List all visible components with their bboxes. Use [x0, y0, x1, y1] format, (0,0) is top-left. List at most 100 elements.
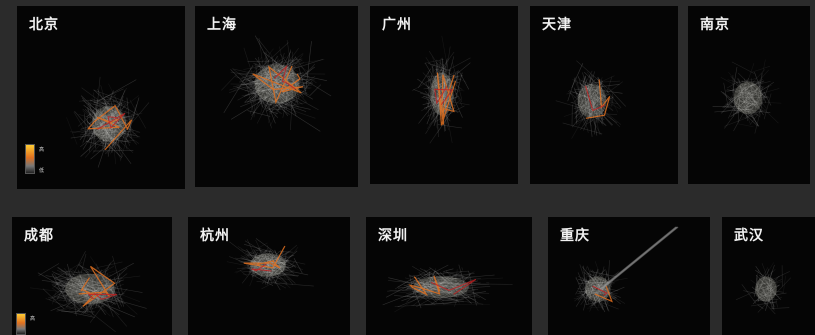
flow-line: [53, 280, 62, 288]
flow-line: [736, 97, 754, 108]
flow-line: [591, 101, 600, 135]
flow-line: [441, 278, 474, 290]
flow-line: [109, 130, 140, 137]
panel-title-shenzhen: 深圳: [378, 228, 408, 244]
flow-line: [429, 106, 456, 144]
flow-line: [89, 136, 118, 140]
flow-line: [583, 287, 610, 297]
flow-line: [253, 67, 310, 85]
flow-line: [448, 273, 454, 297]
flow-line: [767, 292, 787, 297]
flow-line: [586, 268, 599, 299]
flow-line: [109, 108, 117, 128]
flow-line: [597, 109, 614, 126]
flow-line: [89, 108, 99, 152]
flow-line: [261, 267, 270, 280]
flow-line: [747, 88, 780, 98]
flow-line: [737, 97, 740, 123]
flow-line: [90, 286, 116, 306]
flow-line: [445, 285, 458, 298]
flow-line: [440, 78, 446, 123]
flow-line: [577, 70, 593, 98]
top-flow-line: [434, 86, 454, 106]
panel-title-chongqing: 重庆: [560, 228, 590, 244]
flow-line: [595, 116, 603, 120]
flow-line: [292, 51, 294, 81]
flow-line: [240, 83, 262, 85]
flow-line: [578, 96, 580, 105]
flow-line: [726, 81, 771, 92]
flow-line: [585, 265, 588, 272]
flow-line: [249, 256, 262, 287]
flow-line: [266, 249, 271, 264]
flow-line: [77, 275, 94, 316]
flow-line: [752, 283, 773, 305]
flow-line: [73, 307, 81, 313]
flow-line: [757, 262, 774, 289]
flow-line: [240, 242, 268, 259]
flow-line: [764, 285, 780, 291]
flow-line: [109, 106, 115, 114]
flow-line: [407, 280, 416, 289]
flow-line: [743, 99, 759, 127]
flow-line: [583, 271, 594, 280]
flow-line: [767, 293, 774, 297]
flow-line: [758, 110, 762, 116]
flow-line: [78, 93, 117, 127]
flow-line: [244, 88, 257, 92]
flow-line: [276, 67, 280, 93]
flow-line: [244, 244, 274, 253]
flow-line: [70, 130, 121, 139]
flow-line: [56, 267, 86, 288]
flow-line: [278, 106, 290, 115]
flow-line: [262, 96, 271, 114]
flow-line: [580, 273, 603, 305]
flow-line: [82, 128, 96, 150]
flow-line: [97, 104, 128, 128]
flow-line: [269, 266, 309, 276]
flow-line: [425, 90, 454, 134]
flow-line: [246, 267, 287, 289]
flow-line: [769, 278, 778, 293]
flow-line: [55, 305, 84, 312]
flow-line: [741, 86, 763, 105]
flow-line: [101, 100, 126, 133]
flow-line: [105, 96, 123, 104]
flow-line: [253, 253, 265, 262]
flow-line: [445, 289, 476, 294]
flow-line: [240, 255, 255, 265]
flow-line: [600, 84, 603, 92]
flow-map-shanghai: [221, 35, 332, 132]
flow-line: [423, 276, 430, 291]
flow-line: [765, 294, 768, 300]
flow-line: [397, 268, 432, 288]
flow-line: [738, 123, 754, 128]
flow-line: [84, 113, 87, 137]
flow-line: [764, 294, 767, 297]
flow-line: [223, 65, 254, 114]
flow-line: [54, 277, 83, 291]
flow-line: [257, 64, 299, 105]
flow-line: [258, 274, 288, 286]
flow-line: [248, 48, 274, 78]
flow-line: [562, 122, 603, 135]
flow-line: [259, 82, 266, 104]
flow-line: [237, 266, 268, 269]
flow-line: [265, 74, 273, 83]
flow-line: [88, 110, 103, 144]
flow-line: [90, 128, 127, 160]
flow-line: [411, 79, 432, 92]
flow-line: [720, 90, 758, 127]
flow-line: [107, 287, 138, 315]
flow-line: [263, 271, 299, 277]
flow-line: [590, 88, 595, 117]
flow-line: [593, 266, 605, 307]
flow-line: [82, 125, 89, 144]
flow-line: [755, 270, 774, 283]
flow-line: [424, 59, 444, 64]
flow-line: [259, 96, 282, 115]
flow-line: [97, 126, 112, 148]
flow-line: [431, 74, 436, 118]
flow-line: [606, 76, 613, 92]
flow-line: [271, 59, 332, 97]
